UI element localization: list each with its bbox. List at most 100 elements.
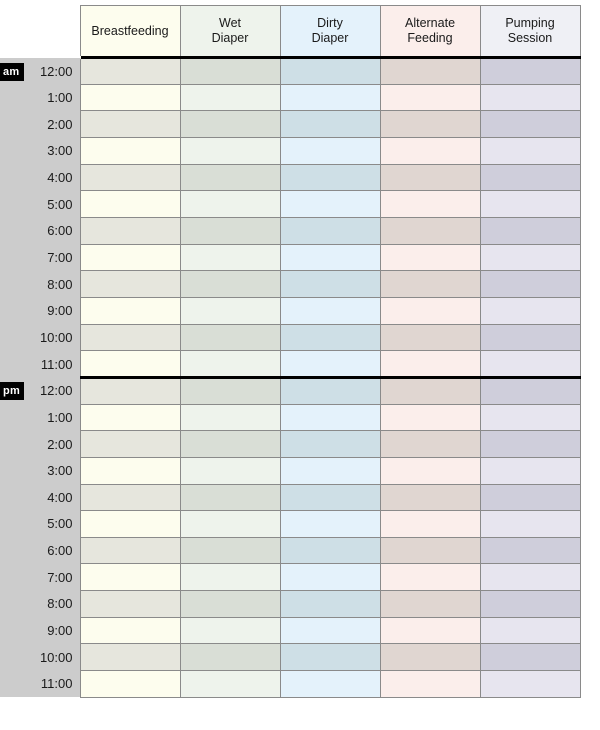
entry-cell-breastfeeding[interactable] <box>79 430 181 458</box>
entry-cell-wet-diaper[interactable] <box>179 590 281 618</box>
entry-cell-pumping-session[interactable] <box>479 56 581 85</box>
entry-cell-dirty-diaper[interactable] <box>279 510 381 538</box>
entry-cell-breastfeeding[interactable] <box>79 243 181 272</box>
entry-cell-breastfeeding[interactable] <box>79 643 181 672</box>
entry-cell-alternate-feeding[interactable] <box>379 563 481 592</box>
entry-cell-alternate-feeding[interactable] <box>379 456 481 485</box>
entry-cell-pumping-session[interactable] <box>479 510 581 538</box>
entry-cell-dirty-diaper[interactable] <box>279 163 381 192</box>
entry-cell-wet-diaper[interactable] <box>179 375 281 405</box>
entry-cell-wet-diaper[interactable] <box>179 296 281 325</box>
entry-cell-alternate-feeding[interactable] <box>379 510 481 538</box>
entry-cell-wet-diaper[interactable] <box>179 56 281 85</box>
entry-cell-dirty-diaper[interactable] <box>279 83 381 112</box>
entry-cell-breastfeeding[interactable] <box>79 510 181 538</box>
entry-cell-wet-diaper[interactable] <box>179 510 281 538</box>
entry-cell-breastfeeding[interactable] <box>79 163 181 192</box>
entry-cell-breastfeeding[interactable] <box>79 56 181 85</box>
entry-cell-breastfeeding[interactable] <box>79 216 181 245</box>
entry-cell-wet-diaper[interactable] <box>179 456 281 485</box>
entry-cell-wet-diaper[interactable] <box>179 110 281 138</box>
entry-cell-alternate-feeding[interactable] <box>379 670 481 698</box>
entry-cell-pumping-session[interactable] <box>479 270 581 298</box>
entry-cell-dirty-diaper[interactable] <box>279 403 381 432</box>
entry-cell-pumping-session[interactable] <box>479 670 581 698</box>
entry-cell-breastfeeding[interactable] <box>79 456 181 485</box>
entry-cell-alternate-feeding[interactable] <box>379 270 481 298</box>
column-header-dirty-diaper[interactable]: Dirty Diaper <box>279 5 381 59</box>
entry-cell-dirty-diaper[interactable] <box>279 136 381 165</box>
entry-cell-breastfeeding[interactable] <box>79 270 181 298</box>
entry-cell-pumping-session[interactable] <box>479 375 581 405</box>
entry-cell-pumping-session[interactable] <box>479 216 581 245</box>
entry-cell-alternate-feeding[interactable] <box>379 616 481 645</box>
entry-cell-wet-diaper[interactable] <box>179 536 281 565</box>
entry-cell-alternate-feeding[interactable] <box>379 350 481 378</box>
entry-cell-pumping-session[interactable] <box>479 110 581 138</box>
entry-cell-breastfeeding[interactable] <box>79 83 181 112</box>
entry-cell-pumping-session[interactable] <box>479 136 581 165</box>
entry-cell-alternate-feeding[interactable] <box>379 56 481 85</box>
entry-cell-alternate-feeding[interactable] <box>379 83 481 112</box>
entry-cell-wet-diaper[interactable] <box>179 323 281 352</box>
entry-cell-wet-diaper[interactable] <box>179 643 281 672</box>
column-header-alternate-feeding[interactable]: Alternate Feeding <box>379 5 481 59</box>
entry-cell-pumping-session[interactable] <box>479 296 581 325</box>
entry-cell-dirty-diaper[interactable] <box>279 456 381 485</box>
entry-cell-alternate-feeding[interactable] <box>379 375 481 405</box>
entry-cell-dirty-diaper[interactable] <box>279 430 381 458</box>
entry-cell-breastfeeding[interactable] <box>79 136 181 165</box>
entry-cell-wet-diaper[interactable] <box>179 483 281 512</box>
entry-cell-breastfeeding[interactable] <box>79 110 181 138</box>
entry-cell-wet-diaper[interactable] <box>179 350 281 378</box>
entry-cell-pumping-session[interactable] <box>479 590 581 618</box>
entry-cell-wet-diaper[interactable] <box>179 430 281 458</box>
entry-cell-breastfeeding[interactable] <box>79 616 181 645</box>
entry-cell-dirty-diaper[interactable] <box>279 375 381 405</box>
entry-cell-dirty-diaper[interactable] <box>279 643 381 672</box>
entry-cell-alternate-feeding[interactable] <box>379 190 481 218</box>
entry-cell-breastfeeding[interactable] <box>79 483 181 512</box>
entry-cell-pumping-session[interactable] <box>479 190 581 218</box>
entry-cell-alternate-feeding[interactable] <box>379 590 481 618</box>
entry-cell-dirty-diaper[interactable] <box>279 350 381 378</box>
entry-cell-alternate-feeding[interactable] <box>379 430 481 458</box>
entry-cell-alternate-feeding[interactable] <box>379 403 481 432</box>
entry-cell-alternate-feeding[interactable] <box>379 163 481 192</box>
entry-cell-pumping-session[interactable] <box>479 563 581 592</box>
entry-cell-pumping-session[interactable] <box>479 616 581 645</box>
entry-cell-alternate-feeding[interactable] <box>379 323 481 352</box>
entry-cell-dirty-diaper[interactable] <box>279 483 381 512</box>
entry-cell-breastfeeding[interactable] <box>79 590 181 618</box>
entry-cell-pumping-session[interactable] <box>479 163 581 192</box>
entry-cell-wet-diaper[interactable] <box>179 163 281 192</box>
column-header-breastfeeding[interactable]: Breastfeeding <box>79 5 181 59</box>
entry-cell-wet-diaper[interactable] <box>179 190 281 218</box>
entry-cell-breastfeeding[interactable] <box>79 670 181 698</box>
entry-cell-pumping-session[interactable] <box>479 430 581 458</box>
entry-cell-pumping-session[interactable] <box>479 536 581 565</box>
column-header-pumping-session[interactable]: Pumping Session <box>479 5 581 59</box>
entry-cell-dirty-diaper[interactable] <box>279 323 381 352</box>
entry-cell-wet-diaper[interactable] <box>179 136 281 165</box>
entry-cell-alternate-feeding[interactable] <box>379 536 481 565</box>
entry-cell-dirty-diaper[interactable] <box>279 296 381 325</box>
entry-cell-dirty-diaper[interactable] <box>279 563 381 592</box>
entry-cell-wet-diaper[interactable] <box>179 270 281 298</box>
entry-cell-alternate-feeding[interactable] <box>379 136 481 165</box>
entry-cell-dirty-diaper[interactable] <box>279 216 381 245</box>
entry-cell-wet-diaper[interactable] <box>179 83 281 112</box>
entry-cell-pumping-session[interactable] <box>479 323 581 352</box>
entry-cell-dirty-diaper[interactable] <box>279 243 381 272</box>
entry-cell-wet-diaper[interactable] <box>179 670 281 698</box>
column-header-wet-diaper[interactable]: Wet Diaper <box>179 5 281 59</box>
entry-cell-alternate-feeding[interactable] <box>379 110 481 138</box>
entry-cell-breastfeeding[interactable] <box>79 296 181 325</box>
entry-cell-breastfeeding[interactable] <box>79 536 181 565</box>
entry-cell-dirty-diaper[interactable] <box>279 670 381 698</box>
entry-cell-pumping-session[interactable] <box>479 483 581 512</box>
entry-cell-alternate-feeding[interactable] <box>379 216 481 245</box>
entry-cell-dirty-diaper[interactable] <box>279 590 381 618</box>
entry-cell-pumping-session[interactable] <box>479 643 581 672</box>
entry-cell-breastfeeding[interactable] <box>79 563 181 592</box>
